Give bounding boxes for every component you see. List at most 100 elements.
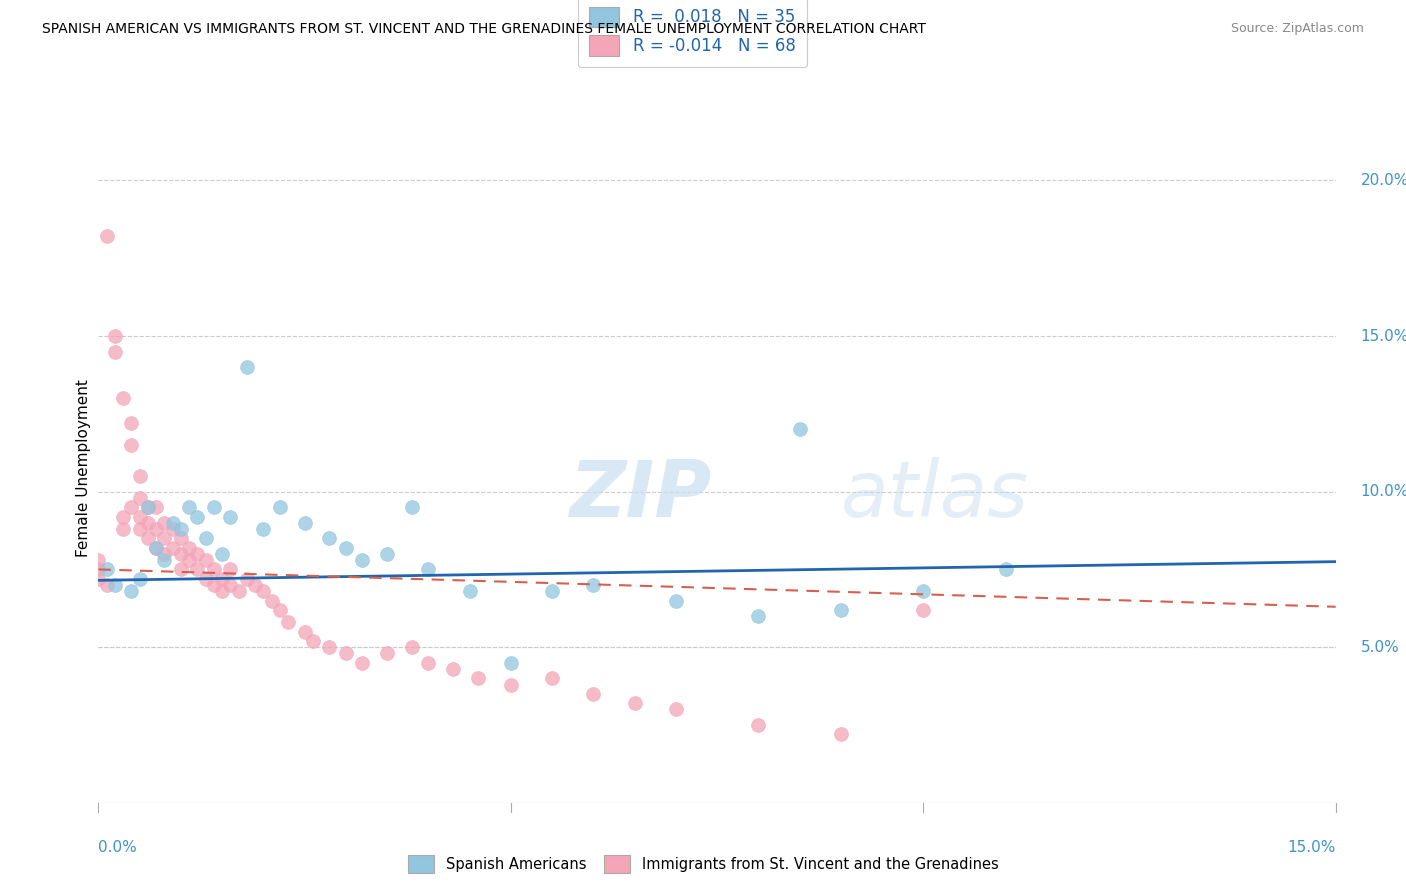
Point <box>162 541 184 555</box>
Text: 15.0%: 15.0% <box>1361 328 1406 343</box>
Point <box>136 500 159 515</box>
Point <box>87 572 110 586</box>
Point <box>96 578 118 592</box>
Point <box>401 640 423 655</box>
Point <box>219 562 242 576</box>
Text: Source: ZipAtlas.com: Source: ZipAtlas.com <box>1230 22 1364 36</box>
Point <box>236 572 259 586</box>
Point <box>499 677 522 691</box>
Point <box>211 572 233 586</box>
Point <box>211 547 233 561</box>
Point <box>153 547 176 561</box>
Point <box>194 572 217 586</box>
Point <box>252 584 274 599</box>
Point <box>335 647 357 661</box>
Point <box>582 687 605 701</box>
Point <box>120 584 142 599</box>
Point <box>458 584 481 599</box>
Point <box>104 344 127 359</box>
Point <box>112 522 135 536</box>
Legend: R =  0.018   N = 35, R = -0.014   N = 68: R = 0.018 N = 35, R = -0.014 N = 68 <box>578 0 807 67</box>
Point <box>186 547 208 561</box>
Point <box>170 522 193 536</box>
Point <box>375 547 398 561</box>
Text: 5.0%: 5.0% <box>1361 640 1399 655</box>
Point <box>269 500 291 515</box>
Point <box>112 392 135 406</box>
Point <box>179 541 201 555</box>
Point <box>96 562 118 576</box>
Text: atlas: atlas <box>841 457 1029 533</box>
Point <box>912 584 935 599</box>
Point <box>277 615 299 630</box>
Point <box>418 562 440 576</box>
Point <box>120 500 142 515</box>
Text: 15.0%: 15.0% <box>1288 840 1336 855</box>
Point <box>236 360 259 375</box>
Point <box>789 422 811 436</box>
Point <box>830 603 852 617</box>
Point <box>219 509 242 524</box>
Point <box>243 578 266 592</box>
Point <box>912 603 935 617</box>
Point <box>128 522 150 536</box>
Point <box>228 584 250 599</box>
Point <box>318 531 340 545</box>
Point <box>128 469 150 483</box>
Point <box>294 516 316 530</box>
Point <box>194 531 217 545</box>
Point <box>128 491 150 505</box>
Point <box>582 578 605 592</box>
Point <box>153 516 176 530</box>
Point <box>120 416 142 430</box>
Point <box>186 509 208 524</box>
Point <box>87 553 110 567</box>
Point <box>665 702 688 716</box>
Point <box>352 553 374 567</box>
Point <box>441 662 464 676</box>
Point <box>318 640 340 655</box>
Point <box>747 718 769 732</box>
Point <box>665 593 688 607</box>
Legend: Spanish Americans, Immigrants from St. Vincent and the Grenadines: Spanish Americans, Immigrants from St. V… <box>401 848 1005 880</box>
Point <box>260 593 283 607</box>
Text: Female Unemployment: Female Unemployment <box>76 379 91 558</box>
Point <box>145 541 167 555</box>
Point <box>128 572 150 586</box>
Point <box>104 329 127 343</box>
Point <box>96 229 118 244</box>
Point <box>87 562 110 576</box>
Point <box>202 578 225 592</box>
Point <box>179 553 201 567</box>
Point <box>211 584 233 599</box>
Text: SPANISH AMERICAN VS IMMIGRANTS FROM ST. VINCENT AND THE GRENADINES FEMALE UNEMPL: SPANISH AMERICAN VS IMMIGRANTS FROM ST. … <box>42 22 927 37</box>
Point <box>202 562 225 576</box>
Point <box>541 671 564 685</box>
Point <box>219 578 242 592</box>
Point <box>623 696 645 710</box>
Point <box>162 522 184 536</box>
Point <box>136 531 159 545</box>
Point <box>145 541 167 555</box>
Point <box>136 516 159 530</box>
Point <box>335 541 357 555</box>
Point <box>401 500 423 515</box>
Point <box>112 509 135 524</box>
Point <box>128 509 150 524</box>
Point <box>202 500 225 515</box>
Point <box>186 562 208 576</box>
Point <box>541 584 564 599</box>
Text: ZIP: ZIP <box>568 457 711 533</box>
Point <box>153 531 176 545</box>
Point <box>994 562 1017 576</box>
Point <box>120 438 142 452</box>
Point <box>352 656 374 670</box>
Point <box>747 609 769 624</box>
Point <box>170 562 193 576</box>
Point <box>467 671 489 685</box>
Point <box>302 634 325 648</box>
Point <box>179 500 201 515</box>
Point <box>269 603 291 617</box>
Point <box>418 656 440 670</box>
Text: 20.0%: 20.0% <box>1361 173 1406 188</box>
